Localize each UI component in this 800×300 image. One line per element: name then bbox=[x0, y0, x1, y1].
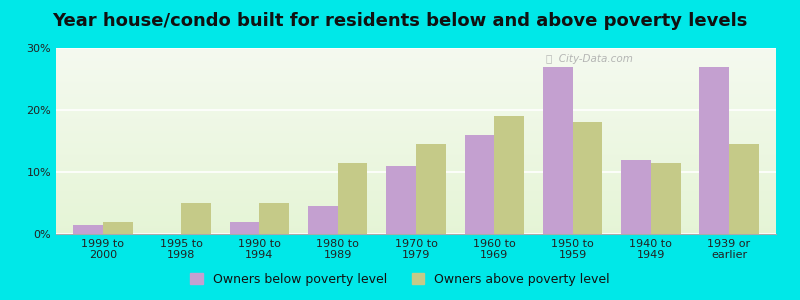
Bar bbox=[416, 144, 446, 234]
Legend: Owners below poverty level, Owners above poverty level: Owners below poverty level, Owners above… bbox=[185, 268, 615, 291]
Bar bbox=[573, 122, 602, 234]
Text: Year house/condo built for residents below and above poverty levels: Year house/condo built for residents bel… bbox=[52, 12, 748, 30]
Bar bbox=[729, 144, 758, 234]
Bar bbox=[650, 163, 681, 234]
Bar bbox=[230, 222, 259, 234]
Bar bbox=[259, 203, 290, 234]
Text: ⓘ  City-Data.com: ⓘ City-Data.com bbox=[546, 54, 633, 64]
Bar bbox=[494, 116, 524, 234]
Bar bbox=[182, 203, 211, 234]
Bar bbox=[338, 163, 367, 234]
Bar bbox=[699, 67, 729, 234]
Bar bbox=[103, 222, 133, 234]
Bar bbox=[465, 135, 494, 234]
Bar bbox=[74, 225, 103, 234]
Bar bbox=[621, 160, 650, 234]
Bar bbox=[308, 206, 338, 234]
Bar bbox=[386, 166, 416, 234]
Bar bbox=[542, 67, 573, 234]
